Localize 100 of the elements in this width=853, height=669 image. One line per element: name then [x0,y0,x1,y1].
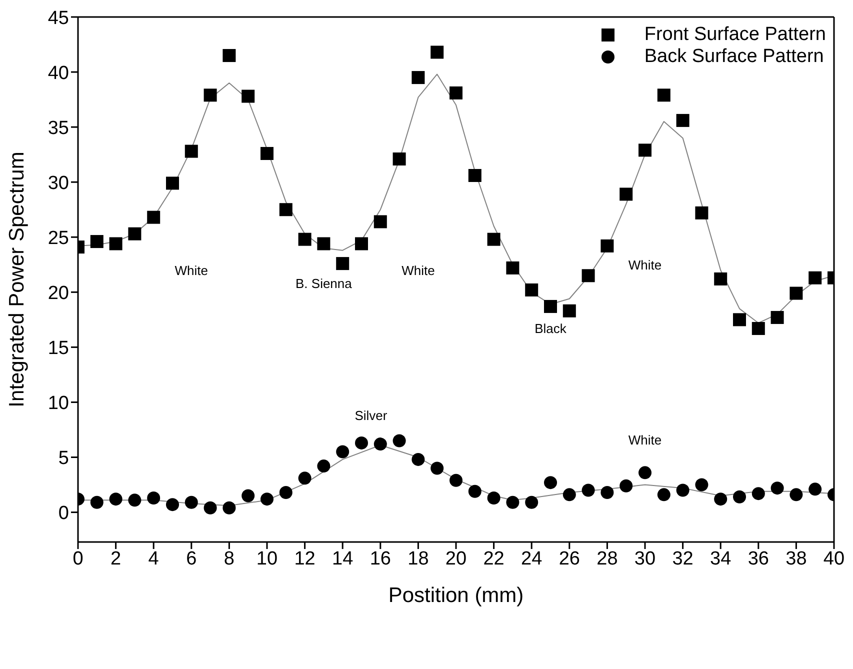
x-tick-label: 22 [483,548,504,570]
point [525,496,538,509]
x-tick-label: 32 [672,548,694,570]
legend-label: Front Surface Pattern [644,24,826,46]
y-tick-label: 10 [48,392,69,414]
point [544,476,557,490]
point [242,489,255,502]
point [109,237,122,250]
y-tick-label: 15 [48,338,69,359]
point [790,488,803,502]
point [184,496,198,509]
point [90,496,104,509]
point [714,272,728,286]
point [317,237,330,250]
x-tick-label: 24 [521,548,543,570]
x-tick-label: 20 [445,548,467,570]
annotation: Silver [354,408,388,424]
point [109,492,122,506]
point [544,300,557,313]
point [298,232,312,246]
point [279,486,292,499]
y-tick-label: 5 [58,448,69,469]
point [695,206,708,220]
x-tick-label: 34 [710,548,732,570]
annotation: White [628,432,662,448]
y-tick-label: 0 [58,503,69,524]
point [412,452,425,466]
x-tick-label: 4 [148,548,160,570]
point [582,484,595,497]
point [468,484,482,498]
point [279,203,292,216]
point [620,188,633,201]
x-tick-label: 28 [596,548,618,570]
point [204,501,217,514]
point [582,269,595,282]
point [468,168,482,182]
x-tick-label: 10 [256,548,278,570]
point [695,478,708,492]
point [166,176,179,190]
x-tick-label: 30 [634,548,656,570]
point [506,496,520,509]
y-tick-label: 25 [48,228,69,249]
point [506,261,520,274]
y-tick-label: 40 [48,62,69,84]
x-tick-label: 40 [823,548,845,570]
point [147,210,160,224]
annotation: B. Sienna [296,276,353,291]
point [355,436,368,450]
point [562,488,576,502]
point [317,460,330,473]
x-tick-label: 18 [408,548,429,570]
point [90,235,104,248]
point [184,144,198,158]
point [298,472,312,485]
x-tick-label: 0 [72,548,84,570]
point [638,466,652,480]
point [752,322,765,335]
x-tick-label: 36 [748,548,769,570]
point [676,484,690,497]
point [733,313,746,326]
point [752,487,765,500]
point [770,482,784,495]
point [676,114,690,127]
x-tick-label: 12 [294,548,316,570]
y-tick-label: 30 [48,172,69,194]
point [487,491,500,504]
point [487,232,500,246]
point [600,486,614,499]
point [638,144,652,157]
point [336,257,350,270]
x-tick-label: 38 [786,548,807,570]
point [430,46,444,59]
x-tick-label: 16 [370,548,391,570]
point [260,492,274,506]
x-tick-label: 26 [558,548,580,570]
x-tick-label: 14 [332,548,354,570]
point [733,490,746,504]
point [562,304,576,318]
y-axis-title: Integrated Power Spectrum [5,152,28,408]
point [128,227,142,240]
point [808,271,822,284]
point [392,434,406,448]
legend-label: Back Surface Pattern [644,46,824,68]
x-tick-label: 2 [110,548,122,570]
point [128,494,142,507]
y-tick-label: 20 [48,282,69,304]
point [430,462,444,475]
point [392,152,406,166]
point [412,71,425,84]
point [657,88,670,102]
point [147,491,160,504]
point [222,501,236,514]
point [620,479,633,492]
point [450,86,462,100]
point [790,286,803,300]
point [260,146,274,160]
annotation: White [628,257,662,272]
point [525,283,538,296]
point [336,445,350,458]
point [242,90,255,103]
